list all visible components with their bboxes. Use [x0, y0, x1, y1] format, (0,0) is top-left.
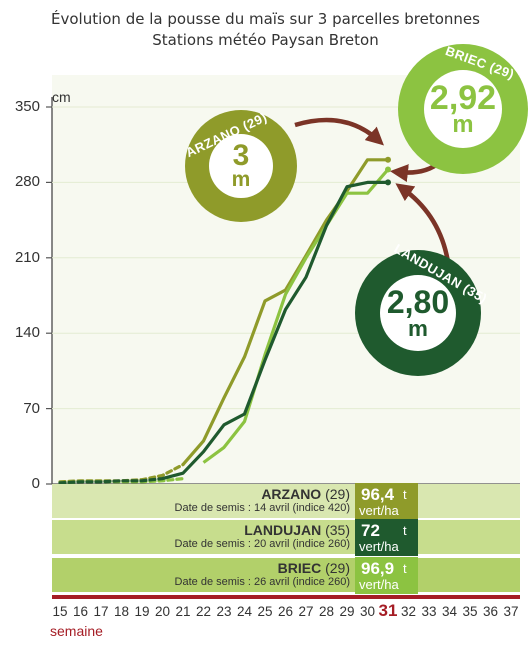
series-line-landujan: [162, 180, 388, 481]
parcel-name-text: BRIEC: [277, 560, 322, 576]
yield-unit-t: t: [403, 523, 407, 538]
x-tick-label: 17: [93, 604, 109, 619]
yield-unit: vert/ha: [359, 503, 399, 518]
x-tick-label: 27: [298, 604, 314, 619]
yield-box: 72 t vert/ha: [355, 519, 418, 556]
series-line-briec: [202, 168, 390, 464]
sowing-date: Date de semis : 14 avril (indice 420): [174, 502, 350, 514]
series-line-arzano: [181, 158, 388, 466]
value-badge: BRIEC (29) 2,92 m: [398, 43, 528, 174]
x-tick-label: 25: [257, 604, 273, 619]
week-axis-bar: [52, 595, 520, 599]
y-tick-label: 280: [14, 173, 40, 191]
badge-number: 2,92: [429, 78, 497, 117]
badge-unit: m: [452, 110, 474, 138]
y-tick-label: 210: [14, 248, 40, 266]
x-tick-label: 35: [462, 604, 478, 619]
series-line-dashed-landujan: [58, 477, 165, 485]
badge-value: 2,92 m: [424, 70, 502, 148]
parcel-name-text: ARZANO: [261, 486, 322, 502]
sowing-date: Date de semis : 26 avril (indice 260): [174, 576, 350, 588]
x-tick-label: 34: [441, 604, 458, 619]
y-axis-unit: cm: [52, 89, 71, 105]
yield-box: 96,4 t vert/ha: [355, 483, 418, 520]
badge-unit: m: [231, 168, 251, 192]
chart-subtitle: Stations météo Paysan Breton: [152, 31, 379, 49]
x-tick-label: 30: [359, 604, 376, 619]
badge-unit: m: [408, 315, 428, 341]
x-tick-label: 36: [482, 604, 499, 619]
yield-value: 96,9: [361, 559, 395, 578]
table-row: BRIEC (29) Date de semis : 26 avril (indi…: [52, 557, 520, 594]
parcel-name: BRIEC (29): [278, 560, 350, 576]
yield-unit: vert/ha: [359, 539, 399, 554]
value-badge: ARZANO (29) 3 m: [183, 109, 297, 222]
value-badge: LANDUJAN (35) 2,80 m: [355, 241, 490, 376]
yield-unit-t: t: [403, 487, 407, 502]
x-tick-label: 33: [421, 604, 437, 619]
x-tick-label: 19: [134, 604, 150, 619]
yield-value: 72: [361, 521, 380, 540]
x-tick-label: 18: [113, 604, 130, 619]
yield-box: 96,9 t vert/ha: [355, 557, 418, 594]
badge-number: 2,80: [386, 284, 450, 321]
x-tick-label: 23: [216, 604, 232, 619]
x-tick-label: 37: [503, 604, 519, 619]
table-row: ARZANO (29) Date de semis : 14 avril (ind…: [52, 483, 520, 520]
y-tick-label: 0: [31, 475, 40, 492]
series-end-point: [385, 166, 391, 173]
x-tick-label: 24: [236, 604, 253, 619]
table-row: LANDUJAN (35) Date de semis : 20 avril (i…: [52, 519, 520, 556]
x-tick-label: 22: [195, 604, 212, 619]
y-tick-label: 140: [14, 324, 40, 342]
x-tick-label: 26: [277, 604, 294, 619]
x-tick-label: 16: [72, 604, 89, 619]
parcel-name-text: LANDUJAN: [244, 522, 322, 538]
x-tick-label: 28: [318, 604, 335, 619]
y-tick-label: 70: [23, 399, 40, 417]
parcel-name: LANDUJAN (35): [244, 522, 350, 538]
landujan-arrow: [395, 183, 451, 263]
parcel-dept: (29): [325, 560, 350, 576]
x-tick-label: 15: [52, 604, 68, 619]
yield-unit-t: t: [403, 561, 407, 576]
badge-number: 3: [232, 138, 250, 172]
x-tick-label: 20: [154, 604, 171, 619]
x-tick-label: 31: [378, 601, 398, 620]
x-tick-label: 21: [175, 604, 191, 619]
arzano-arrow: [294, 117, 384, 146]
yield-unit: vert/ha: [359, 577, 399, 592]
x-tick-label: 29: [339, 604, 355, 619]
sowing-date: Date de semis : 20 avril (indice 260): [174, 538, 350, 550]
series-end-point: [385, 179, 391, 186]
yield-value: 96,4: [361, 485, 395, 504]
series-end-point: [385, 156, 391, 163]
parcel-dept: (29): [325, 486, 350, 502]
x-axis-label: semaine: [50, 623, 103, 639]
parcel-dept: (35): [325, 522, 350, 538]
parcel-name: ARZANO (29): [261, 486, 350, 502]
x-tick-label: 32: [400, 604, 417, 619]
badge-value: 2,80 m: [380, 275, 456, 351]
chart-title: Évolution de la pousse du maïs sur 3 par…: [51, 10, 480, 28]
y-tick-label: 350: [14, 98, 40, 115]
